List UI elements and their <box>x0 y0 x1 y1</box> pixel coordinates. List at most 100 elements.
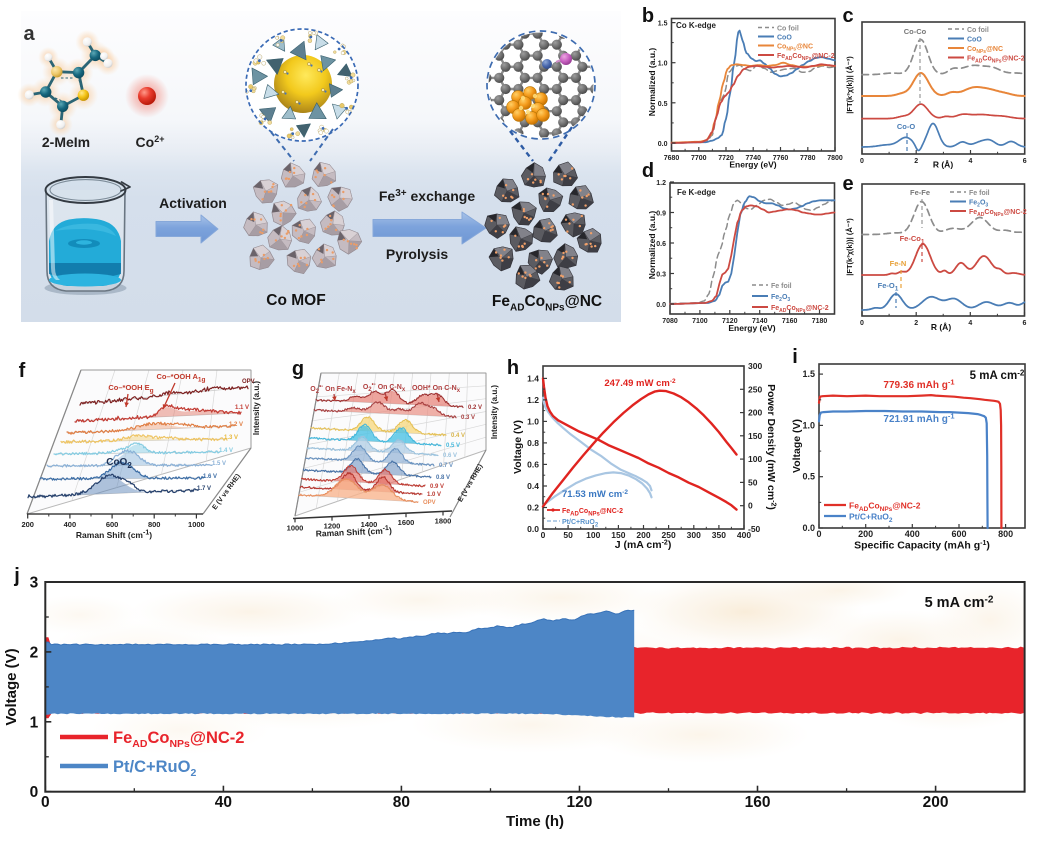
svg-text:1.2 V: 1.2 V <box>229 422 243 428</box>
svg-text:160: 160 <box>745 794 771 811</box>
svg-text:Co MOF: Co MOF <box>266 292 325 309</box>
svg-text:7780: 7780 <box>800 155 816 162</box>
svg-text:Fe K-edge: Fe K-edge <box>677 188 716 197</box>
svg-text:1400: 1400 <box>361 520 378 529</box>
svg-text:800: 800 <box>148 520 161 529</box>
svg-text:0.5 V: 0.5 V <box>446 443 460 449</box>
svg-text:Fe-N: Fe-N <box>890 259 907 268</box>
svg-text:247.49 mW cm-2: 247.49 mW cm-2 <box>604 378 676 389</box>
svg-text:0.6: 0.6 <box>527 459 539 469</box>
svg-text:Raman Shift (cm-1): Raman Shift (cm-1) <box>76 530 152 541</box>
svg-text:Co–*OOH Eg: Co–*OOH Eg <box>108 383 153 395</box>
svg-text:7800: 7800 <box>827 155 843 162</box>
svg-text:0: 0 <box>30 784 39 801</box>
svg-text:150: 150 <box>611 530 625 540</box>
svg-text:Co-Co: Co-Co <box>904 27 927 36</box>
svg-text:-50: -50 <box>748 524 761 534</box>
svg-text:c: c <box>842 5 853 27</box>
svg-text:Intensity (a.u.): Intensity (a.u.) <box>490 385 499 440</box>
svg-text:|FT(k³χ(k))| (Å⁻³): |FT(k³χ(k))| (Å⁻³) <box>845 56 854 114</box>
svg-text:5 mA cm-2: 5 mA cm-2 <box>925 595 994 612</box>
svg-text:80: 80 <box>393 794 410 811</box>
svg-text:FeADCoNPs@NC-2: FeADCoNPs@NC-2 <box>771 305 829 314</box>
svg-text:Fe-O1: Fe-O1 <box>878 281 899 293</box>
svg-text:0: 0 <box>748 501 753 511</box>
svg-text:0.0: 0.0 <box>656 302 666 309</box>
svg-text:7120: 7120 <box>722 318 738 325</box>
svg-text:g: g <box>292 358 304 380</box>
svg-text:O2•- On C-Nx: O2•- On C-Nx <box>363 382 406 393</box>
svg-text:7740: 7740 <box>745 155 761 162</box>
svg-text:CoO: CoO <box>967 37 982 44</box>
svg-text:2: 2 <box>914 158 918 165</box>
svg-text:350: 350 <box>712 530 726 540</box>
svg-text:CoO: CoO <box>777 35 792 42</box>
svg-text:0.0: 0.0 <box>658 141 668 148</box>
svg-text:1.0: 1.0 <box>527 416 539 426</box>
svg-text:Pt/C+RuO2: Pt/C+RuO2 <box>113 758 196 779</box>
svg-text:0.3: 0.3 <box>656 271 666 278</box>
svg-text:0: 0 <box>816 529 821 539</box>
svg-text:0.4: 0.4 <box>527 481 539 491</box>
svg-text:721.91 mAh g-1: 721.91 mAh g-1 <box>883 412 954 426</box>
svg-text:779.36 mAh g-1: 779.36 mAh g-1 <box>883 378 954 392</box>
svg-text:1.6 V: 1.6 V <box>203 474 217 480</box>
svg-text:250: 250 <box>662 530 676 540</box>
svg-text:1000: 1000 <box>188 520 205 529</box>
svg-text:Pyrolysis: Pyrolysis <box>386 246 448 262</box>
svg-text:FeADCoNPs@NC-2: FeADCoNPs@NC-2 <box>967 56 1025 65</box>
svg-text:1.4 V: 1.4 V <box>219 448 233 454</box>
svg-text:1.2: 1.2 <box>656 180 666 187</box>
svg-text:7760: 7760 <box>773 155 789 162</box>
svg-text:0.7 V: 0.7 V <box>439 463 453 469</box>
svg-text:1.5: 1.5 <box>802 369 815 379</box>
svg-text:Fe-Co1: Fe-Co1 <box>900 234 925 246</box>
svg-text:1000: 1000 <box>287 523 304 532</box>
svg-text:0.6: 0.6 <box>656 241 666 248</box>
svg-text:7720: 7720 <box>718 155 734 162</box>
svg-text:120: 120 <box>567 794 593 811</box>
svg-text:Fe foil: Fe foil <box>771 283 792 290</box>
svg-text:2-MeIm: 2-MeIm <box>42 134 90 150</box>
svg-text:Voltage (V): Voltage (V) <box>512 420 524 474</box>
svg-text:50: 50 <box>748 477 758 487</box>
svg-text:6: 6 <box>1023 320 1027 327</box>
svg-text:0.2 V: 0.2 V <box>468 405 482 411</box>
svg-text:7160: 7160 <box>782 318 798 325</box>
svg-text:Co foil: Co foil <box>777 26 799 33</box>
svg-text:300: 300 <box>748 361 762 371</box>
svg-text:Fe2O3: Fe2O3 <box>969 200 988 209</box>
svg-text:0.0: 0.0 <box>527 524 539 534</box>
svg-text:600: 600 <box>106 520 119 529</box>
svg-text:1.7 V: 1.7 V <box>197 486 211 492</box>
svg-text:R (Å): R (Å) <box>931 322 951 332</box>
svg-text:Pt/C+RuO2: Pt/C+RuO2 <box>849 512 893 525</box>
svg-text:Fe foil: Fe foil <box>969 190 990 197</box>
svg-text:400: 400 <box>737 530 751 540</box>
svg-text:200: 200 <box>636 530 650 540</box>
svg-text:Co K-edge: Co K-edge <box>676 21 717 30</box>
svg-text:i: i <box>792 346 798 368</box>
svg-text:200: 200 <box>858 529 873 539</box>
svg-text:Co foil: Co foil <box>967 27 989 34</box>
svg-text:1.5 V: 1.5 V <box>212 461 226 467</box>
svg-text:250: 250 <box>748 384 762 394</box>
svg-text:1.5: 1.5 <box>658 21 668 28</box>
svg-text:1.0: 1.0 <box>802 420 815 430</box>
svg-text:OPV: OPV <box>242 379 255 385</box>
svg-text:Time (h): Time (h) <box>506 813 564 830</box>
svg-text:7700: 7700 <box>691 155 707 162</box>
svg-text:b: b <box>642 5 654 27</box>
svg-text:Fe-Fe: Fe-Fe <box>910 188 930 197</box>
svg-text:Intensity (a.u.): Intensity (a.u.) <box>252 381 261 436</box>
svg-text:0.8: 0.8 <box>527 438 539 448</box>
svg-text:OPV: OPV <box>423 500 436 506</box>
svg-text:Power Density (mW cm-2): Power Density (mW cm-2) <box>765 384 777 510</box>
svg-text:1.3 V: 1.3 V <box>224 435 238 441</box>
svg-text:Raman Shift (cm-1): Raman Shift (cm-1) <box>316 525 393 539</box>
svg-text:0.5: 0.5 <box>658 101 668 108</box>
svg-text:1: 1 <box>30 714 39 731</box>
svg-text:1600: 1600 <box>398 518 415 527</box>
svg-text:Normalized (a.u.): Normalized (a.u.) <box>647 211 657 280</box>
svg-text:FeADCoNPs@NC-2: FeADCoNPs@NC-2 <box>777 53 835 62</box>
